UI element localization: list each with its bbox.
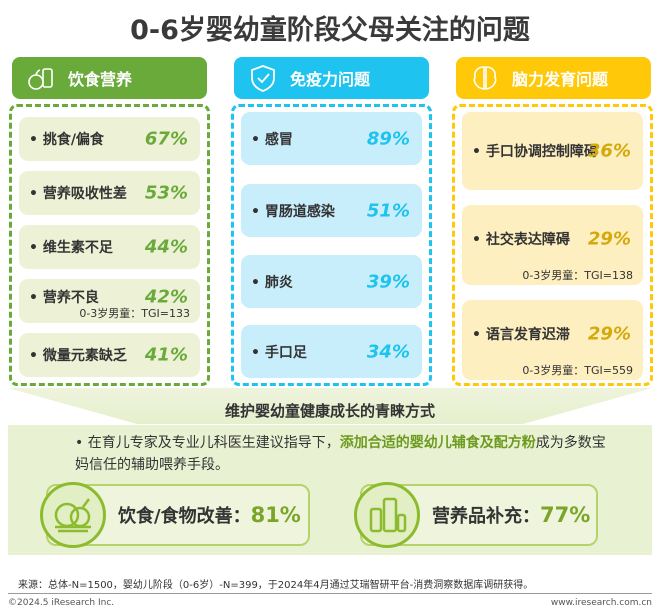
item-percent: 29% xyxy=(587,228,631,250)
card-value: 81% xyxy=(250,503,301,527)
list-item: • 微量元素缺乏 41% xyxy=(19,333,200,377)
header-label: 饮食营养 xyxy=(68,70,133,89)
list-item: • 营养吸收性差 53% xyxy=(19,171,200,215)
website-link[interactable]: www.iresearch.com.cn xyxy=(550,598,652,608)
item-percent: 42% xyxy=(144,286,188,308)
tgi-note: 0-3岁男童：TGI=133 xyxy=(79,307,190,320)
card-supplements: 营养品补充：77% xyxy=(354,482,598,548)
item-percent: 51% xyxy=(366,200,410,221)
item-percent: 53% xyxy=(144,182,188,204)
item-label: • 手口足 xyxy=(251,344,307,361)
card-value: 77% xyxy=(540,503,591,527)
list-item: • 手口足 34% xyxy=(241,325,422,378)
item-label: • 营养吸收性差 xyxy=(29,186,127,202)
tgi-note: 0-3岁男童：TGI=138 xyxy=(522,269,633,282)
supplement-bottles-icon xyxy=(354,482,420,548)
food-icon xyxy=(28,68,53,90)
list-item: • 感冒 89% xyxy=(241,112,422,165)
item-label: • 维生素不足 xyxy=(29,240,113,256)
header-immunity: 免疫力问题 xyxy=(234,57,429,99)
list-item: • 语言发育迟滞 29% 0-3岁男童：TGI=559 xyxy=(462,300,643,380)
item-label: • 手口协调控制障碍 xyxy=(472,144,598,160)
item-label: • 肺炎 xyxy=(251,274,293,291)
source-note: 来源：总体-N=1500，婴幼儿阶段（0-6岁）-N=399，于2024年4月通… xyxy=(18,580,534,591)
item-percent: 34% xyxy=(366,341,410,362)
list-item: • 社交表达障碍 29% 0-3岁男童：TGI=138 xyxy=(462,205,643,285)
list-item: • 维生素不足 44% xyxy=(19,225,200,269)
list-item: • 营养不良 42% 0-3岁男童：TGI=133 xyxy=(19,279,200,323)
item-percent: 41% xyxy=(144,344,188,366)
brain-development-list: • 手口协调控制障碍 36% • 社交表达障碍 29% 0-3岁男童：TGI=138 … xyxy=(452,104,653,386)
divider xyxy=(8,593,652,594)
item-label: • 胃肠道感染 xyxy=(251,203,335,220)
copyright: ©2024.5 iResearch Inc. xyxy=(8,598,115,608)
list-item: • 肺炎 39% xyxy=(241,255,422,308)
item-percent: 39% xyxy=(366,271,410,292)
item-label: • 营养不良 xyxy=(29,290,99,307)
item-label: • 感冒 xyxy=(251,131,293,148)
item-percent: 44% xyxy=(144,236,188,258)
item-percent: 29% xyxy=(587,323,631,345)
recommendation-text: • 在育儿专家及专业儿科医生建议指导下，添加合适的婴幼儿辅食及配方粉成为多数宝妈… xyxy=(75,435,606,473)
item-label: • 微量元素缺乏 xyxy=(29,348,127,364)
shield-check-icon xyxy=(251,65,275,92)
item-label: • 语言发育迟滞 xyxy=(472,326,570,343)
brain-icon xyxy=(473,66,497,90)
header-brain-development: 脑力发育问题 xyxy=(456,57,651,99)
list-item: • 胃肠道感染 51% xyxy=(241,184,422,237)
header-diet-nutrition: 饮食营养 xyxy=(12,57,207,99)
page-title: 0-6岁婴幼童阶段父母关注的问题 xyxy=(130,15,530,46)
header-label: 免疫力问题 xyxy=(290,70,371,89)
list-item: • 手口协调控制障碍 36% xyxy=(462,112,643,190)
item-label: • 挑食/偏食 xyxy=(29,132,104,148)
card-diet-improvement: 饮食/食物改善：81% xyxy=(40,482,310,548)
item-percent: 89% xyxy=(366,128,410,149)
item-percent: 67% xyxy=(144,128,188,150)
item-label: • 社交表达障碍 xyxy=(472,231,570,248)
immunity-list: • 感冒 89% • 胃肠道感染 51% • 肺炎 39% • 手口足 34% xyxy=(231,104,432,386)
list-item: • 挑食/偏食 67% xyxy=(19,117,200,161)
vegetables-icon xyxy=(40,482,106,548)
card-label: 营养品补充： xyxy=(432,506,540,527)
item-percent: 36% xyxy=(587,140,631,162)
diet-nutrition-list: • 挑食/偏食 67% • 营养吸收性差 53% • 维生素不足 44% • 营养不良… xyxy=(9,104,210,386)
section-subtitle: 维护婴幼童健康成长的青睐方式 xyxy=(224,402,435,420)
text-part: 成为多数宝妈信任的辅助喂养手段。 xyxy=(75,435,606,473)
highlight-text: 添加合适的婴幼儿辅食及配方粉 xyxy=(339,435,536,451)
header-label: 脑力发育问题 xyxy=(512,70,609,89)
tgi-note: 0-3岁男童：TGI=559 xyxy=(522,364,633,377)
text-part: 在育儿专家及专业儿科医生建议指导下， xyxy=(87,435,340,451)
card-label: 饮食/食物改善： xyxy=(118,506,251,527)
